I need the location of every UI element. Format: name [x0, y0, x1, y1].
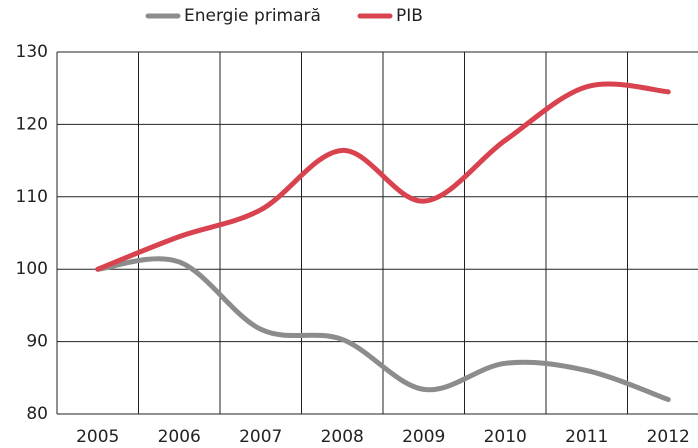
- x-tick-label: 2007: [239, 427, 282, 447]
- x-tick-label: 2006: [158, 427, 201, 447]
- y-tick-label: 80: [26, 404, 48, 424]
- y-tick-label: 110: [16, 187, 48, 207]
- series-line: [95, 81, 671, 272]
- y-tick-label: 130: [16, 42, 48, 62]
- x-tick-label: 2010: [484, 427, 527, 447]
- legend-label: Energie primară: [184, 6, 321, 26]
- y-tick-label: 90: [26, 332, 48, 352]
- x-tick-label: 2009: [402, 427, 445, 447]
- series-line: [95, 256, 671, 403]
- y-tick-label: 120: [16, 114, 48, 134]
- x-tick-label: 2012: [647, 427, 690, 447]
- y-tick-label: 100: [16, 259, 48, 279]
- x-tick-label: 2011: [565, 427, 608, 447]
- legend-label: PIB: [396, 6, 423, 26]
- x-tick-label: 2005: [76, 427, 119, 447]
- x-tick-label: 2008: [321, 427, 364, 447]
